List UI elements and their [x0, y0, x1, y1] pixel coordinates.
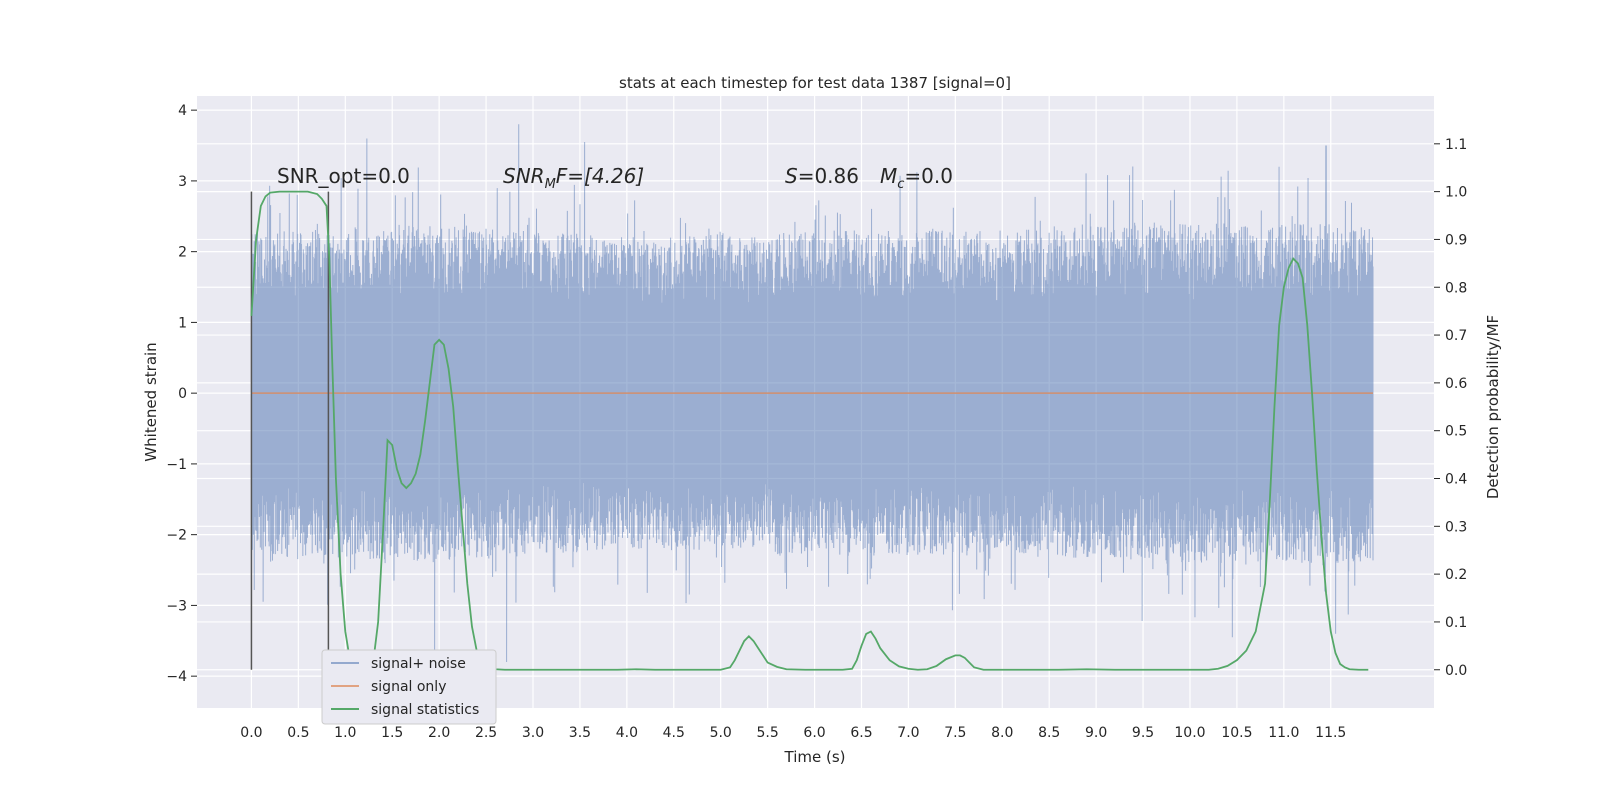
noise-series — [250, 124, 1374, 663]
y2-tick-label: 0.7 — [1445, 328, 1467, 344]
y-tick-label: 3 — [178, 174, 187, 190]
legend-label-stats: signal statistics — [371, 702, 479, 718]
y2-tick-label: 1.0 — [1445, 185, 1467, 201]
x-tick-label: 2.5 — [475, 725, 497, 741]
legend-label-noise: signal+ noise — [371, 656, 466, 672]
x-tick-label: 7.0 — [897, 725, 919, 741]
x-tick-label: 9.5 — [1132, 725, 1154, 741]
region-markers — [250, 191, 330, 670]
x-tick-label: 3.0 — [522, 725, 544, 741]
x-tick-label: 1.0 — [334, 725, 356, 741]
y-tick-label: −1 — [166, 457, 187, 473]
y-tick-label: −4 — [166, 669, 187, 685]
x-tick-label: 3.5 — [569, 725, 591, 741]
x-tick-label: 7.5 — [944, 725, 966, 741]
chart-title: stats at each timestep for test data 138… — [619, 74, 1011, 92]
y-tick-label: −2 — [166, 528, 187, 544]
y2-tick-label: 0.1 — [1445, 615, 1467, 631]
annotation-snr-opt: SNR_opt=0.0 — [277, 164, 410, 188]
y-axis-ticks: −4 −3 −2 −1 0 1 2 3 4 — [166, 103, 197, 685]
noise-trace — [250, 124, 1374, 663]
y-axis-label: Whitened strain — [142, 342, 160, 461]
x-tick-label: 9.0 — [1085, 725, 1107, 741]
x-tick-label: 6.5 — [850, 725, 872, 741]
legend-label-signal: signal only — [371, 679, 446, 695]
x-tick-label: 8.0 — [991, 725, 1013, 741]
x-tick-label: 10.5 — [1221, 725, 1252, 741]
x-tick-label: 8.5 — [1038, 725, 1060, 741]
y2-tick-label: 0.8 — [1445, 280, 1467, 296]
x-axis-ticks: 0.0 0.5 1.0 1.5 2.0 2.5 3.0 3.5 4.0 4.5 5.0 5.5 6.0 6… — [240, 725, 1346, 741]
x-tick-label: 5.0 — [710, 725, 732, 741]
annotation-snr-mf: SNRMF=[4.26] — [503, 164, 644, 192]
x-tick-label: 11.0 — [1268, 725, 1299, 741]
y2-tick-label: 1.1 — [1445, 137, 1467, 153]
annotation-s: S=0.86 — [785, 164, 859, 188]
x-tick-label: 0.0 — [240, 725, 262, 741]
y2-tick-label: 0.9 — [1445, 232, 1467, 248]
x-tick-label: 4.5 — [663, 725, 685, 741]
x-tick-label: 4.0 — [616, 725, 638, 741]
y2-tick-label: 0.3 — [1445, 519, 1467, 535]
x-tick-label: 2.0 — [428, 725, 450, 741]
y-tick-label: 4 — [178, 103, 187, 119]
legend: signal+ noise signal only signal statist… — [321, 649, 497, 725]
x-tick-label: 10.0 — [1174, 725, 1205, 741]
y2-axis-ticks: 0.0 0.1 0.2 0.3 0.4 0.5 0.6 0.7 0.8 0.9 1.0 1.1 — [1434, 137, 1467, 679]
y2-tick-label: 0.4 — [1445, 472, 1467, 488]
y-tick-label: 1 — [178, 315, 187, 331]
y-tick-label: −3 — [166, 598, 187, 614]
x-tick-label: 5.5 — [757, 725, 779, 741]
y-tick-label: 2 — [178, 245, 187, 261]
x-tick-label: 1.5 — [381, 725, 403, 741]
y-tick-label: 0 — [178, 386, 187, 402]
y2-tick-label: 0.5 — [1445, 424, 1467, 440]
x-axis-label: Time (s) — [784, 748, 846, 766]
y2-tick-label: 0.6 — [1445, 376, 1467, 392]
y2-tick-label: 0.0 — [1445, 663, 1467, 679]
x-tick-label: 6.0 — [803, 725, 825, 741]
y2-axis-label: Detection probability/MF — [1484, 315, 1502, 499]
x-tick-label: 0.5 — [287, 725, 309, 741]
x-tick-label: 11.5 — [1315, 725, 1346, 741]
y2-tick-label: 0.2 — [1445, 567, 1467, 583]
legend-box — [321, 649, 497, 725]
annotation-mc: Mc=0.0 — [880, 164, 953, 192]
